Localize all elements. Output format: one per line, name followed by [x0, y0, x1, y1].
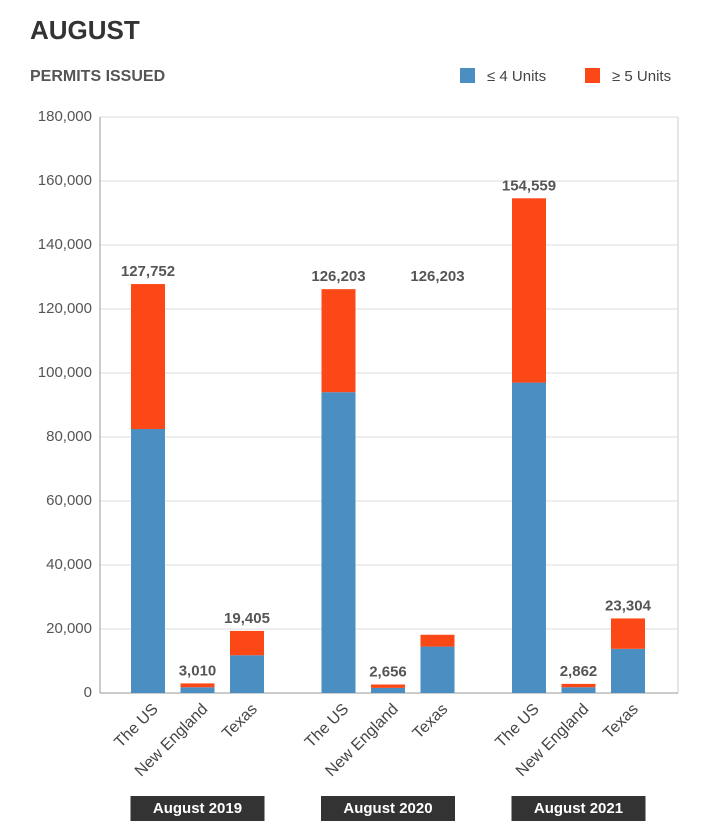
bar-segment — [611, 648, 645, 693]
bar-segment — [420, 634, 455, 647]
bar-segment — [561, 687, 596, 693]
y-tick-label: 160,000 — [38, 172, 92, 189]
group-label: August 2019 — [153, 800, 242, 817]
total-label: 127,752 — [121, 263, 175, 280]
bar-segment — [131, 284, 165, 429]
total-label: 2,862 — [560, 663, 598, 680]
y-tick-label: 60,000 — [46, 492, 92, 509]
y-tick-label: 100,000 — [38, 364, 92, 381]
x-tick-label: The US — [492, 701, 542, 751]
legend-swatch — [460, 68, 475, 83]
bar-segment — [611, 618, 645, 649]
y-tick-label: 180,000 — [38, 108, 92, 125]
total-label: 19,405 — [224, 610, 270, 627]
y-tick-label: 140,000 — [38, 236, 92, 253]
bar-segment — [180, 683, 215, 688]
chart-subtitle: PERMITS ISSUED — [30, 68, 165, 85]
y-tick-label: 120,000 — [38, 300, 92, 317]
y-tick-label: 20,000 — [46, 620, 92, 637]
x-tick-label: Texas — [219, 701, 261, 743]
legend-label: ≤ 4 Units — [487, 68, 546, 85]
legend-label: ≥ 5 Units — [612, 68, 671, 85]
x-tick-label: Texas — [600, 701, 642, 743]
x-tick-label: The US — [111, 701, 161, 751]
total-label: 23,304 — [605, 597, 652, 614]
bar-segment — [371, 687, 405, 693]
x-tick-label: The US — [302, 701, 352, 751]
group-label-box — [511, 796, 646, 821]
bar-segment — [131, 429, 165, 693]
total-label: 126,203 — [311, 268, 365, 285]
bar-segment — [321, 289, 356, 393]
chart-title: AUGUST — [30, 15, 140, 45]
bar-segment — [420, 646, 455, 693]
bar-segment — [561, 683, 596, 688]
bar-segment — [512, 198, 546, 383]
group-label-box — [321, 796, 455, 821]
bar-segment — [230, 630, 264, 656]
legend-swatch — [585, 68, 600, 83]
bar-segment — [180, 687, 215, 693]
total-label: 154,559 — [502, 177, 556, 194]
group-label: August 2020 — [343, 800, 432, 817]
bar-segment — [230, 655, 264, 693]
total-label: 126,203 — [410, 268, 464, 285]
x-tick-label: Texas — [410, 701, 452, 743]
bar-segment — [321, 392, 356, 693]
bar-segment — [371, 684, 405, 688]
y-tick-label: 80,000 — [46, 428, 92, 445]
y-tick-label: 0 — [84, 684, 92, 701]
total-label: 3,010 — [179, 662, 217, 679]
total-label: 2,656 — [369, 663, 407, 680]
y-tick-label: 40,000 — [46, 556, 92, 573]
group-label-box — [130, 796, 265, 821]
group-label: August 2021 — [534, 800, 623, 817]
bar-segment — [512, 382, 546, 693]
